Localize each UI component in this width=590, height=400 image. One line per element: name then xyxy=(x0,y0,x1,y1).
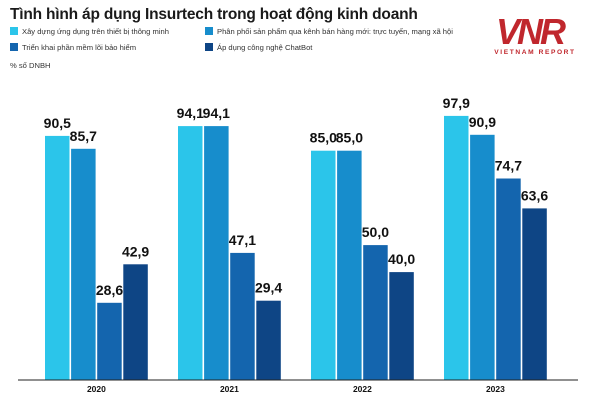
value-label-2020-series-2: 85,7 xyxy=(70,128,97,144)
legend-label-1: Xây dựng ứng dụng trên thiết bị thông mi… xyxy=(22,27,169,36)
value-label-2020-series-3: 28,6 xyxy=(96,282,123,298)
legend-item-1: Xây dựng ứng dụng trên thiết bị thông mi… xyxy=(10,27,169,37)
bar-2022-series-4 xyxy=(389,272,414,380)
value-labels-group: 90,585,7 28,6 42,9 94,194,1 47,1 29,4 85,085,0… xyxy=(44,95,549,298)
bar-2021-series-4 xyxy=(256,300,281,380)
legend-item-2: Phân phối sản phẩm qua kênh bán hàng mới… xyxy=(205,27,453,37)
bar-2021-series-1 xyxy=(178,126,203,380)
bar-2022-series-2 xyxy=(337,150,362,380)
legend-label-2: Phân phối sản phẩm qua kênh bán hàng mới… xyxy=(217,27,453,36)
legend-item-4: Áp dụng công nghệ ChatBot xyxy=(205,43,312,53)
bar-2021-series-3 xyxy=(230,252,255,380)
value-label-2022-series-1: 85,0 xyxy=(310,130,337,146)
bar-2020-series-1 xyxy=(45,135,70,380)
bar-2020-series-4 xyxy=(123,264,148,380)
value-label-2022-series-3: 50,0 xyxy=(362,224,389,240)
legend-label-3: Triển khai phần mềm lõi bảo hiểm xyxy=(22,43,137,52)
category-label-2022: 2022 xyxy=(353,384,372,394)
bar-2023-series-3 xyxy=(496,178,521,380)
bar-2023-series-2 xyxy=(470,134,495,380)
bar-2020-series-2 xyxy=(71,148,96,380)
legend-label-4: Áp dụng công nghệ ChatBot xyxy=(217,43,313,52)
logo-subtitle: VIETNAM REPORT xyxy=(494,49,576,56)
bars-group xyxy=(45,115,547,381)
bar-2023-series-4 xyxy=(522,208,547,380)
logo-mark: VNR xyxy=(496,11,566,52)
value-label-2022-series-4: 40,0 xyxy=(388,251,415,267)
unit-label: % số DNBH xyxy=(10,61,51,70)
category-label-2020: 2020 xyxy=(87,384,106,394)
value-label-2023-series-2: 90,9 xyxy=(469,114,496,130)
value-label-2023-series-4: 63,6 xyxy=(521,187,548,203)
bar-2022-series-3 xyxy=(363,245,388,380)
vietnam-report-logo: VNR xyxy=(496,11,569,52)
value-label-2021-series-3: 47,1 xyxy=(229,232,256,248)
bar-2023-series-1 xyxy=(444,115,469,381)
legend-swatch-3 xyxy=(10,43,18,51)
value-label-2021-series-1: 94,1 xyxy=(177,105,204,121)
chart-title: Tình hình áp dụng Insurtech trong hoạt đ… xyxy=(10,6,418,23)
bar-2021-series-2 xyxy=(204,126,229,380)
value-label-2022-series-2: 85,0 xyxy=(336,130,363,146)
value-label-2023-series-3: 74,7 xyxy=(495,158,522,174)
legend-swatch-1 xyxy=(10,27,18,35)
category-labels-group: 2020 2021 2022 2023 xyxy=(87,384,505,394)
legend-swatch-4 xyxy=(205,43,213,51)
value-label-2020-series-4: 42,9 xyxy=(122,243,149,259)
bar-2022-series-1 xyxy=(311,150,336,380)
legend-item-3: Triển khai phần mềm lõi bảo hiểm xyxy=(10,43,136,53)
value-label-2020-series-1: 90,5 xyxy=(44,115,71,131)
value-label-2023-series-1: 97,9 xyxy=(443,95,470,111)
legend-swatch-2 xyxy=(205,27,213,35)
value-label-2021-series-4: 29,4 xyxy=(255,280,282,296)
bar-2020-series-3 xyxy=(97,302,122,380)
category-label-2021: 2021 xyxy=(220,384,239,394)
category-label-2023: 2023 xyxy=(486,384,505,394)
value-label-2021-series-2: 94,1 xyxy=(203,105,230,121)
